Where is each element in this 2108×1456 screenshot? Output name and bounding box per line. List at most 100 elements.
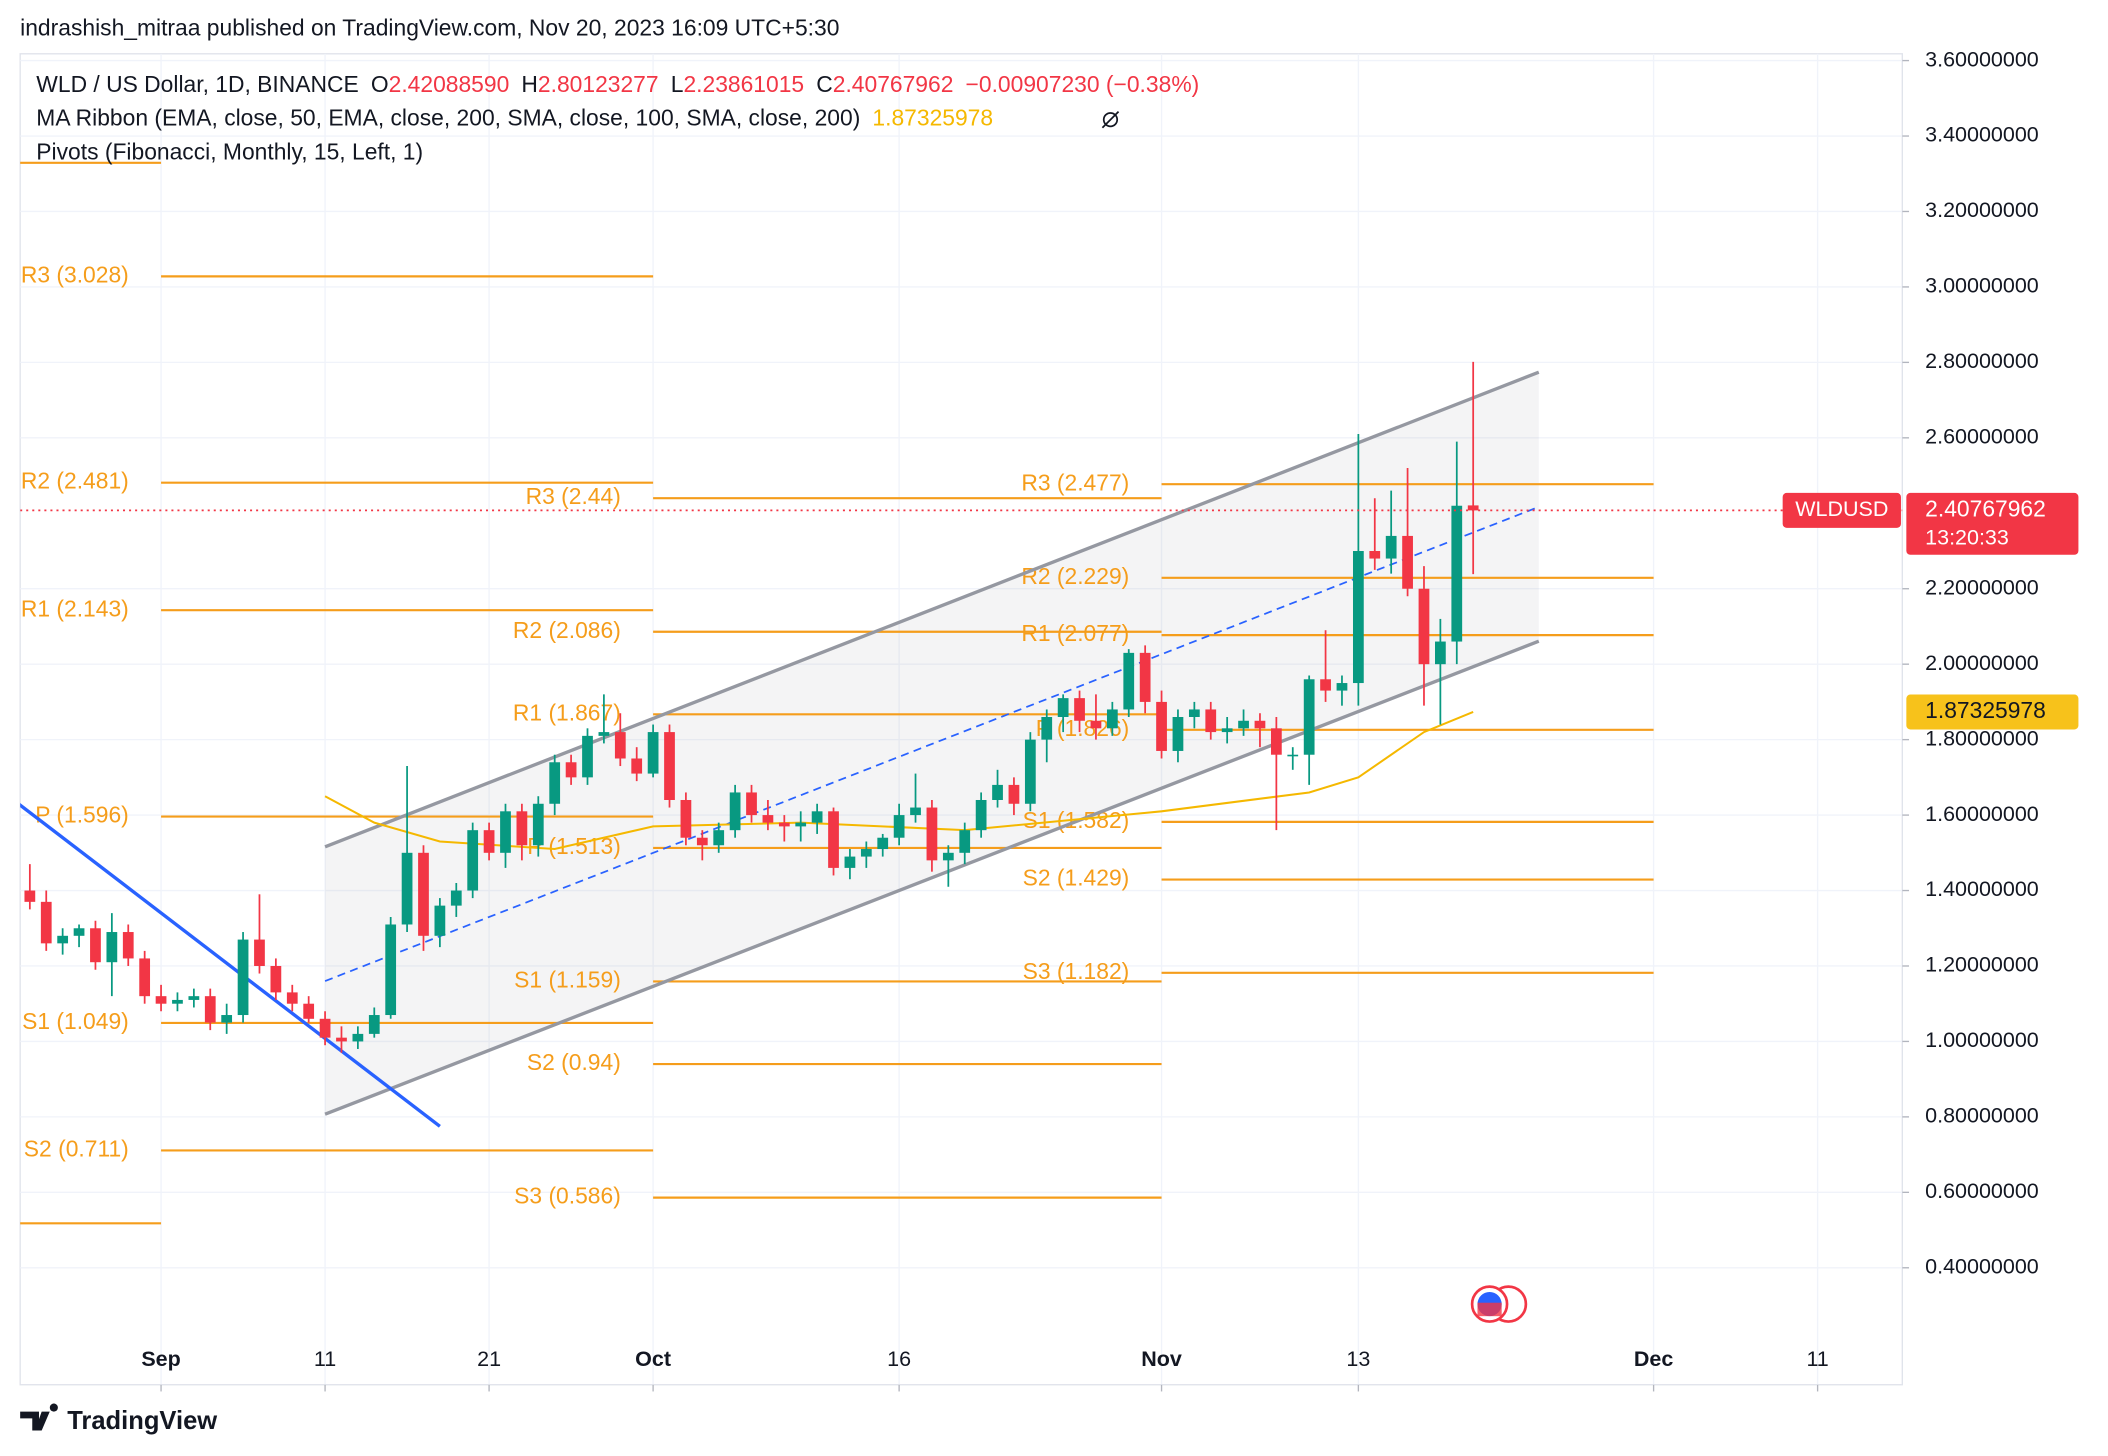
candle-body (942, 852, 954, 861)
candle-body (204, 996, 216, 1023)
candle-body (368, 1015, 380, 1034)
candle-body (598, 732, 610, 736)
hidden-icon (1101, 110, 1120, 129)
candle-body (1336, 683, 1348, 691)
candle-body (450, 890, 462, 906)
candle-body (1352, 551, 1364, 684)
candle-body (188, 996, 200, 1000)
candle-body (664, 732, 675, 800)
pivot-label: S1 (1.049) (22, 1008, 129, 1034)
pivot-label: S2 (1.429) (1023, 865, 1130, 891)
channel-middle (324, 506, 1540, 982)
y-tick-label: 1.20000000 (1925, 953, 2039, 977)
candle-body (860, 849, 872, 857)
pivot-label: S1 (1.159) (514, 966, 621, 992)
pivot-label: S3 (0.586) (514, 1183, 621, 1209)
x-tick-label: 16 (887, 1347, 911, 1371)
candle-body (500, 811, 511, 853)
candle-body (1205, 709, 1217, 733)
candle-body (1139, 652, 1151, 702)
candle-body (549, 762, 561, 804)
candle-body (418, 852, 429, 936)
candle-body (992, 784, 1003, 800)
candle-body (1320, 679, 1331, 691)
pivot-label: S2 (0.94) (527, 1049, 621, 1075)
candle-body (106, 932, 118, 963)
candle-body (532, 803, 544, 846)
candle-body (1369, 551, 1381, 559)
candle-body (1221, 728, 1233, 733)
axes: 3.60000000 3.40000000 3.20000000 3.00000000… (141, 47, 2079, 1392)
candle-body (122, 932, 134, 959)
candle-body (254, 939, 265, 966)
y-tick-label: 2.80000000 (1925, 349, 2039, 373)
tv-logo (20, 1403, 58, 1431)
candle-body (24, 890, 36, 902)
candle-body (565, 762, 577, 778)
legend-line-2: MA Ribbon (EMA, close, 50, EMA, close, 2… (36, 105, 993, 131)
y-tick-label: 1.00000000 (1925, 1028, 2039, 1052)
candle-body (844, 856, 856, 868)
candle-body (959, 830, 971, 853)
legend-line-1: WLD / US Dollar, 1D, BINANCE O2.42088590 H… (36, 71, 1199, 97)
candle-body (1090, 720, 1102, 729)
pivot-label: R3 (2.477) (1021, 469, 1129, 495)
candle-body (1172, 716, 1184, 751)
y-tick-label: 1.80000000 (1925, 726, 2039, 750)
pivot-label: R2 (2.086) (513, 617, 621, 643)
price-tag (1906, 492, 2079, 555)
candle-body (237, 939, 249, 1016)
candle-body (139, 958, 151, 997)
x-tick-label: Dec (1634, 1347, 1673, 1371)
pivot-label: R1 (2.077) (1021, 620, 1129, 646)
candle-body (582, 735, 593, 778)
y-tick-label: 3.40000000 (1925, 123, 2039, 147)
plot-area: R3 (3.028) R2 (2.481) R1 (2.143) P (1.596) S… (20, 53, 1903, 1385)
candle-body (910, 807, 921, 816)
pivot-label: S2 (0.711) (24, 1135, 129, 1161)
pivot-label: R3 (3.028) (21, 261, 129, 287)
l-label: L (671, 71, 684, 97)
price-tag-value: 2.40767962 (1925, 495, 2046, 521)
pivot-label: S3 (1.182) (1023, 958, 1130, 984)
y-tick-label: 2.00000000 (1925, 651, 2039, 675)
l-value: 2.23861015 (683, 71, 804, 97)
pivot-label: R1 (1.867) (513, 699, 621, 725)
candle-body (1451, 505, 1463, 642)
candle-body (172, 999, 183, 1004)
ma-line (324, 711, 1474, 851)
candle-body (1238, 720, 1249, 729)
y-tick-label: 2.60000000 (1925, 425, 2039, 449)
candle-body (926, 807, 938, 861)
candle-body (811, 811, 823, 823)
candle-body (1041, 716, 1053, 740)
candle-body (270, 965, 282, 993)
candle-body (385, 924, 397, 1016)
candle-body (483, 830, 495, 853)
candle-body (1024, 739, 1036, 804)
candle-body (434, 905, 446, 936)
candle-body (286, 992, 298, 1004)
o-value: 2.42088590 (389, 71, 510, 97)
candle-body (467, 830, 479, 891)
x-tick-label: 21 (477, 1347, 501, 1371)
candle-body (1123, 652, 1135, 710)
channel-upper (324, 370, 1540, 849)
trend-line (20, 803, 441, 1128)
o-label: O (371, 71, 389, 97)
y-tick-label: 3.60000000 (1925, 47, 2039, 71)
candle-body (1303, 679, 1315, 755)
candle-body (1074, 698, 1085, 721)
candle-body (1008, 784, 1020, 804)
candle-body (729, 792, 741, 831)
candle-body (1254, 720, 1266, 729)
y-tick-label: 1.60000000 (1925, 802, 2039, 826)
candle-body (90, 928, 101, 963)
published-by: indrashish_mitraa published on TradingVi… (20, 15, 839, 41)
ma-name: MA Ribbon (EMA, close, 50, EMA, close, 2… (36, 105, 860, 131)
candle-body (746, 792, 757, 816)
price-tag-countdown: 13:20:33 (1925, 525, 2009, 549)
y-tick-label: 0.40000000 (1925, 1254, 2039, 1278)
pivot-label: R3 (2.44) (526, 483, 621, 509)
